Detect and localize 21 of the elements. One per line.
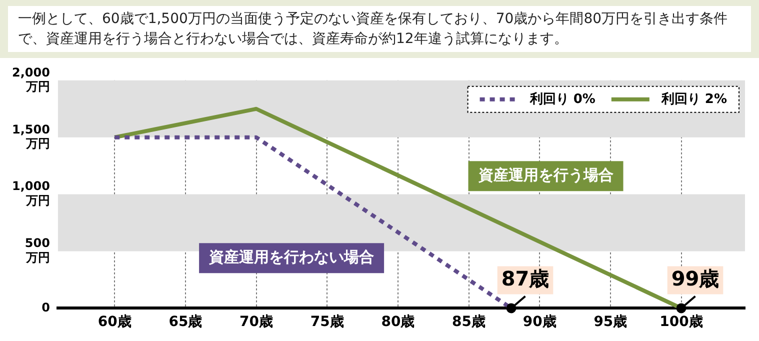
y-tick-label: 2,000 万円 xyxy=(12,65,50,94)
x-tick-label: 65歳 xyxy=(168,314,202,330)
x-tick-label: 95歳 xyxy=(594,314,628,330)
annotation: 資産運用を行う場合 xyxy=(477,166,614,184)
x-tick-label: 75歳 xyxy=(310,314,344,330)
annotation: 99歳 xyxy=(671,266,720,290)
x-tick-label: 70歳 xyxy=(240,314,274,330)
y-tick-label: 1,000 万円 xyxy=(12,179,50,208)
x-tick-label: 60歳 xyxy=(98,314,132,330)
x-tick-label: 80歳 xyxy=(381,314,415,330)
y-tick-label: 1,500 万円 xyxy=(12,122,50,151)
x-tick-label: 85歳 xyxy=(452,314,486,330)
chart-title: 一例として、60歳で1,500万円の当面使う予定のない資産を保有しており、70歳から年間80万円を引き出す条件で、資産運用を行う場合と行わない場合では、資産寿命が約12年違う試算になります。 xyxy=(8,6,751,52)
annotation: 87歳 xyxy=(501,266,550,290)
y-tick-label: 500 万円 xyxy=(24,236,50,265)
y-tick-label: 0 xyxy=(42,300,50,314)
legend-label: 利回り 2% xyxy=(660,90,728,107)
legend-label: 利回り 0% xyxy=(528,90,596,107)
x-tick-label: 100歳 xyxy=(660,314,703,330)
annotation: 資産運用を行わない場合 xyxy=(208,248,374,266)
x-tick-label: 90歳 xyxy=(522,314,556,330)
